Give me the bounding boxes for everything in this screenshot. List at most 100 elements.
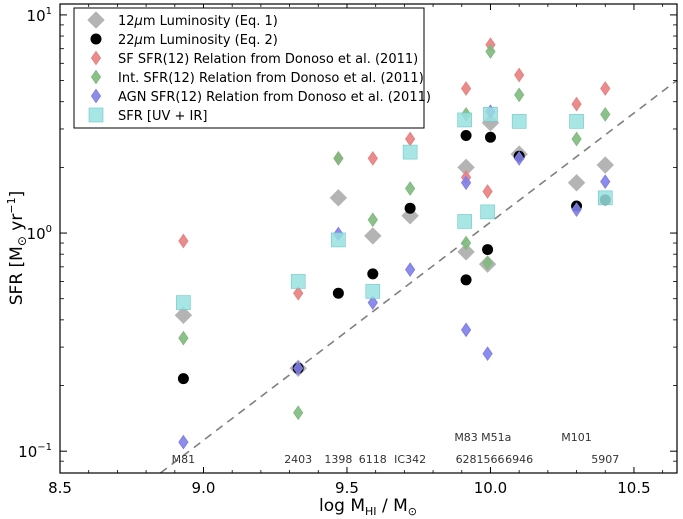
galaxy-label: M51a	[481, 431, 511, 444]
legend-label-4: AGN SFR(12) Relation from Donoso et al. …	[118, 90, 431, 105]
data-point	[571, 131, 582, 147]
galaxy-label: 1398	[324, 453, 352, 466]
x-axis-label-sub: HI	[365, 505, 377, 518]
data-point	[482, 244, 494, 256]
data-point	[404, 202, 416, 214]
y-axis-label-post: ]	[7, 191, 27, 198]
legend-marker-5	[88, 107, 104, 123]
galaxy-label: M101	[561, 431, 592, 444]
data-point	[293, 360, 304, 376]
legend-label-2: SF SFR(12) Relation from Donoso et al. (…	[118, 52, 418, 67]
data-point	[367, 212, 378, 228]
data-point	[365, 284, 381, 299]
reference-line	[159, 79, 678, 474]
data-point	[514, 67, 525, 83]
data-point	[511, 114, 527, 129]
data-point	[569, 114, 584, 129]
galaxy-label: M81	[172, 453, 196, 466]
data-point	[480, 204, 495, 220]
data-point	[333, 150, 344, 166]
legend-marker-2	[90, 50, 102, 66]
data-point	[485, 44, 496, 59]
data-point	[402, 144, 418, 160]
legend-label-1: 22μm Luminosity (Eq. 2)	[118, 33, 278, 48]
legend-entries: 12μm Luminosity (Eq. 1) 22μm Luminosity (…	[87, 11, 431, 124]
data-point	[405, 262, 416, 277]
data-point	[457, 214, 472, 229]
galaxy-label: 1566	[476, 453, 504, 466]
data-point	[600, 106, 611, 122]
data-point	[174, 306, 193, 324]
data-point	[293, 285, 304, 301]
plot-frame	[59, 3, 678, 474]
series-3	[178, 44, 611, 421]
x-tick-label: 9.5	[335, 479, 359, 497]
legend-marker-3	[90, 69, 102, 85]
y-axis-label-sub: ⊙	[15, 236, 29, 246]
data-point	[332, 287, 344, 299]
data-point	[178, 434, 189, 450]
data-point	[600, 174, 611, 190]
legend-label-3: Int. SFR(12) Relation from Donoso et al.…	[118, 71, 424, 86]
y-axis-label-mid: yr	[7, 214, 27, 236]
y-axis-label-sup: −1	[5, 197, 18, 213]
y-tick-label: 100	[27, 224, 52, 243]
galaxy-label: 2403	[284, 453, 312, 466]
galaxy-labels: M81 2403 1398 6118 IC342 628 1566 6946 5907 M83 M5…	[172, 431, 620, 466]
data-point	[567, 174, 586, 192]
x-tick-label: 8.5	[48, 479, 72, 497]
y-tick-label: 10−1	[18, 442, 52, 461]
series-5	[176, 107, 613, 310]
data-point	[329, 189, 348, 207]
data-point	[331, 232, 346, 248]
data-point	[405, 181, 416, 196]
legend-label-5: SFR [UV + IR]	[118, 109, 207, 124]
data-point	[482, 346, 493, 362]
data-point	[571, 202, 582, 218]
x-tick-label: 10.0	[474, 479, 507, 497]
legend-marker-4	[90, 88, 102, 104]
data-point	[482, 255, 493, 271]
x-axis-label-pre: log M	[319, 496, 365, 516]
legend-marker-1	[90, 33, 102, 45]
y-tick-label: 101	[27, 6, 52, 25]
data-point	[596, 156, 614, 174]
data-point	[514, 150, 525, 166]
data-point	[457, 243, 475, 261]
x-axis-label: log MHI / M⊙	[319, 496, 417, 518]
data-point	[178, 330, 189, 346]
data-point	[571, 96, 582, 112]
data-point	[367, 268, 379, 280]
legend-box	[73, 7, 425, 129]
y-axis-label-pre: SFR [M	[7, 246, 27, 305]
x-tick-label: 9.0	[192, 479, 216, 497]
data-point	[483, 107, 498, 122]
data-point	[293, 405, 304, 421]
data-point	[460, 274, 472, 286]
data-point	[482, 184, 493, 199]
y-axis-label: SFR [M⊙ yr−1]	[5, 191, 29, 305]
data-point	[364, 227, 382, 245]
legend-label-0: 12μm Luminosity (Eq. 1)	[118, 14, 278, 29]
data-point	[460, 175, 472, 191]
legend: 12μm Luminosity (Eq. 1) 22μm Luminosity (…	[73, 7, 431, 129]
galaxy-label: 6946	[505, 453, 533, 466]
data-point	[367, 295, 378, 310]
data-point	[367, 150, 378, 166]
galaxy-label: 5907	[591, 453, 619, 466]
axis-ticks: 8.5 9.0 9.5 10.0 10.5 10−1 100 101	[18, 4, 677, 497]
galaxy-label: 6118	[359, 453, 387, 466]
data-point	[600, 81, 611, 96]
galaxy-label: M83	[454, 431, 478, 444]
data-point	[460, 322, 472, 338]
data-point	[460, 81, 472, 96]
galaxy-label: 628	[456, 453, 477, 466]
data-point	[457, 112, 472, 128]
data-point	[176, 295, 191, 310]
data-point	[484, 131, 496, 143]
data-point	[290, 274, 306, 289]
data-point	[177, 373, 189, 385]
x-tick-label: 10.5	[617, 479, 650, 497]
series-2	[178, 37, 611, 301]
